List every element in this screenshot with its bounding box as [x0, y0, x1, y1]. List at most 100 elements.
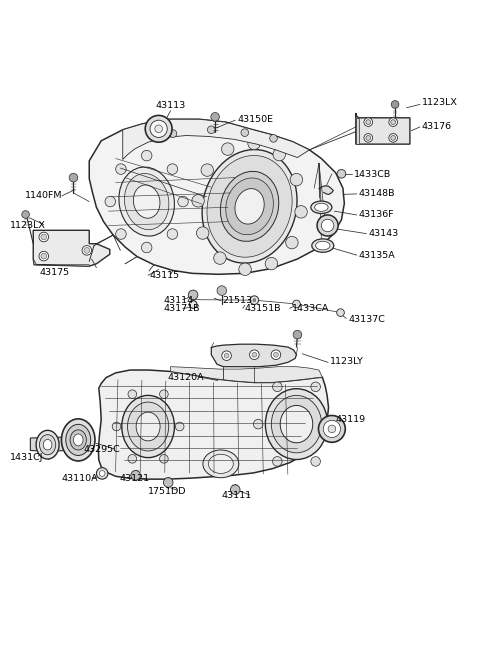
- Circle shape: [322, 219, 334, 231]
- Circle shape: [112, 422, 121, 431]
- Circle shape: [337, 170, 346, 178]
- Text: 1140FM: 1140FM: [24, 191, 62, 200]
- Circle shape: [391, 136, 396, 140]
- Polygon shape: [211, 344, 297, 366]
- Circle shape: [84, 248, 90, 253]
- Circle shape: [364, 118, 372, 126]
- Circle shape: [99, 471, 105, 476]
- Text: 1431CJ: 1431CJ: [10, 452, 44, 462]
- Circle shape: [159, 454, 168, 463]
- Ellipse shape: [66, 424, 91, 456]
- Circle shape: [241, 129, 249, 136]
- Circle shape: [323, 421, 340, 437]
- Polygon shape: [356, 118, 359, 144]
- Text: 43175: 43175: [39, 268, 70, 277]
- Circle shape: [128, 454, 137, 463]
- Ellipse shape: [119, 167, 174, 236]
- Ellipse shape: [39, 435, 56, 454]
- Text: 43171B: 43171B: [163, 304, 200, 313]
- Circle shape: [293, 300, 300, 308]
- Circle shape: [239, 263, 252, 276]
- Circle shape: [273, 382, 282, 392]
- Circle shape: [271, 350, 281, 359]
- Circle shape: [274, 352, 278, 357]
- Circle shape: [167, 164, 178, 174]
- Circle shape: [391, 100, 399, 108]
- Circle shape: [253, 299, 256, 302]
- Ellipse shape: [208, 454, 233, 473]
- Circle shape: [286, 237, 298, 249]
- Circle shape: [230, 485, 240, 494]
- Text: 43121: 43121: [120, 474, 149, 483]
- Ellipse shape: [36, 430, 59, 459]
- Circle shape: [366, 136, 371, 140]
- Text: 43110A: 43110A: [62, 474, 98, 483]
- Circle shape: [189, 301, 197, 308]
- Circle shape: [364, 134, 372, 142]
- Circle shape: [253, 419, 263, 429]
- Circle shape: [167, 229, 178, 239]
- Ellipse shape: [124, 173, 169, 230]
- Circle shape: [22, 211, 29, 218]
- Circle shape: [273, 456, 282, 466]
- Text: 43119: 43119: [336, 415, 366, 424]
- Circle shape: [330, 419, 339, 429]
- Text: 43120A: 43120A: [167, 373, 204, 381]
- Ellipse shape: [61, 419, 95, 461]
- Circle shape: [270, 134, 277, 142]
- Circle shape: [105, 196, 116, 207]
- Ellipse shape: [226, 178, 274, 235]
- Ellipse shape: [315, 203, 328, 211]
- Ellipse shape: [271, 395, 322, 453]
- Ellipse shape: [235, 188, 264, 224]
- Circle shape: [211, 113, 219, 121]
- Text: 43151B: 43151B: [245, 304, 281, 313]
- Ellipse shape: [128, 402, 168, 451]
- Circle shape: [145, 115, 172, 142]
- Circle shape: [116, 229, 126, 239]
- Circle shape: [159, 390, 168, 398]
- Polygon shape: [170, 366, 323, 383]
- Text: 43111: 43111: [222, 492, 252, 500]
- Text: 43137C: 43137C: [348, 315, 385, 324]
- Circle shape: [41, 234, 47, 240]
- Ellipse shape: [133, 185, 160, 218]
- Circle shape: [41, 253, 47, 259]
- Text: 43113: 43113: [156, 100, 186, 110]
- Ellipse shape: [43, 439, 52, 450]
- Circle shape: [188, 290, 198, 300]
- Polygon shape: [89, 119, 344, 274]
- Circle shape: [317, 215, 338, 236]
- Circle shape: [163, 478, 173, 487]
- Circle shape: [224, 353, 229, 358]
- Text: 43148B: 43148B: [359, 189, 395, 198]
- Circle shape: [248, 137, 260, 149]
- Circle shape: [250, 350, 259, 359]
- Circle shape: [201, 164, 214, 176]
- Text: 1123LY: 1123LY: [330, 357, 364, 366]
- Circle shape: [319, 415, 345, 442]
- Ellipse shape: [202, 149, 297, 263]
- Circle shape: [311, 456, 321, 466]
- Text: 43150E: 43150E: [238, 115, 274, 124]
- Circle shape: [178, 196, 188, 207]
- Circle shape: [150, 120, 167, 138]
- Ellipse shape: [136, 412, 160, 441]
- Circle shape: [252, 352, 257, 357]
- Circle shape: [192, 194, 204, 207]
- Text: 1433CA: 1433CA: [292, 304, 329, 313]
- Ellipse shape: [73, 434, 83, 446]
- Polygon shape: [98, 370, 328, 479]
- Polygon shape: [30, 437, 66, 451]
- Ellipse shape: [122, 395, 174, 458]
- Circle shape: [96, 467, 108, 479]
- Polygon shape: [33, 230, 110, 266]
- Text: 43114: 43114: [163, 296, 193, 305]
- Polygon shape: [33, 259, 89, 266]
- Circle shape: [389, 134, 397, 142]
- Circle shape: [142, 151, 152, 161]
- Circle shape: [169, 130, 177, 138]
- Polygon shape: [319, 186, 333, 194]
- Text: 43176: 43176: [422, 122, 452, 131]
- Text: 43136F: 43136F: [359, 211, 395, 220]
